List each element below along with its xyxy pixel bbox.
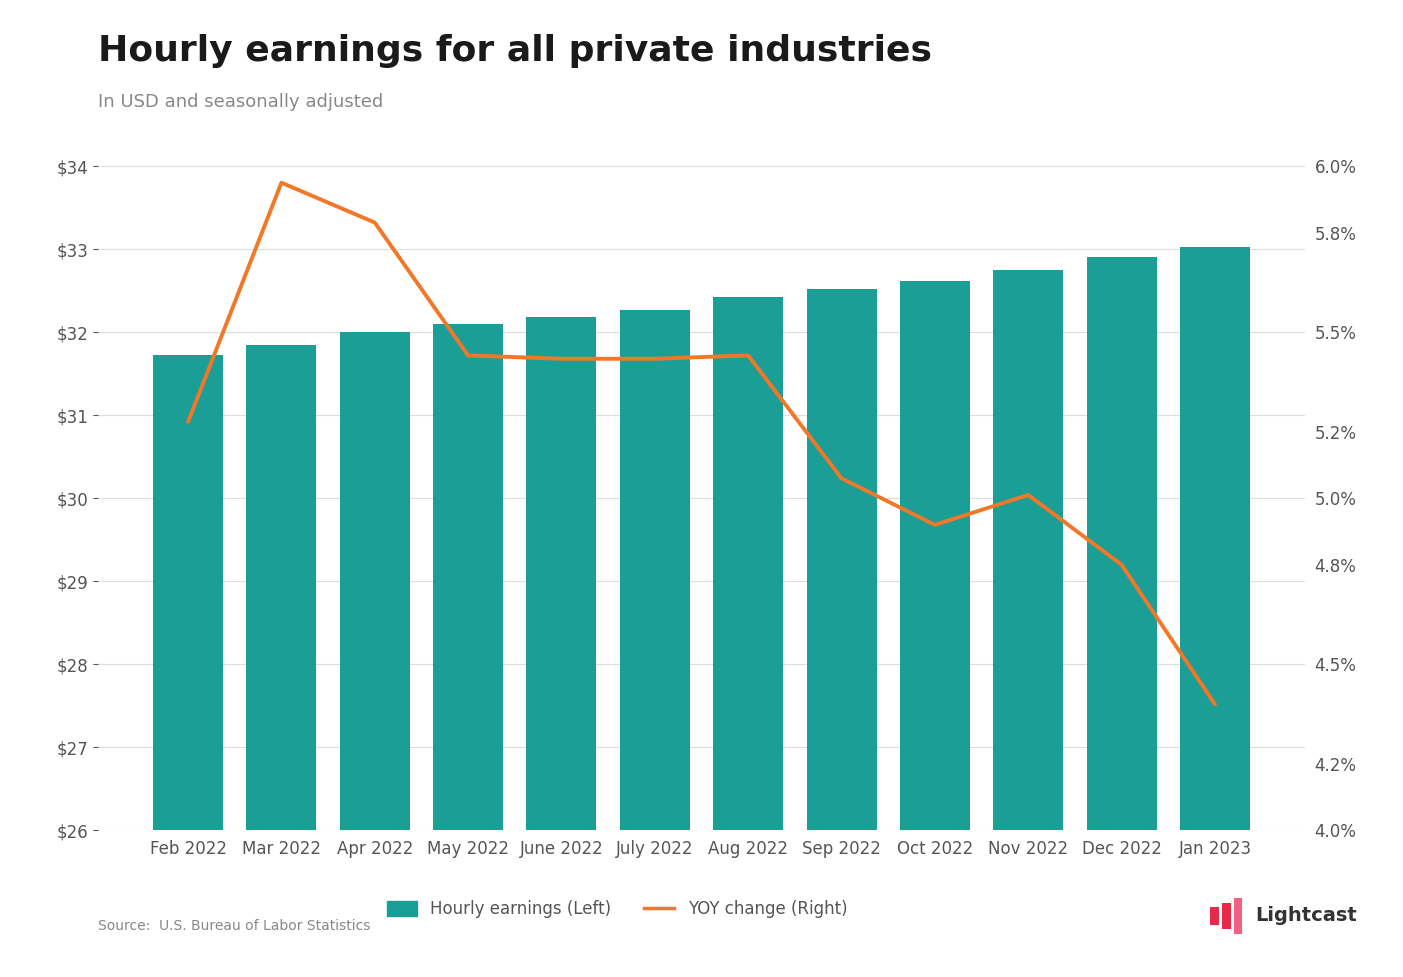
Bar: [807, 289, 877, 977]
Bar: [1180, 246, 1250, 977]
Bar: [526, 318, 596, 977]
Bar: [1086, 258, 1156, 977]
Bar: [1211, 907, 1219, 924]
Bar: [899, 280, 969, 977]
Text: Lightcast: Lightcast: [1256, 907, 1358, 925]
Bar: [1233, 899, 1242, 934]
Text: Hourly earnings for all private industries: Hourly earnings for all private industri…: [98, 34, 932, 68]
Bar: [993, 270, 1063, 977]
Bar: [153, 355, 223, 977]
Text: Source:  U.S. Bureau of Labor Statistics: Source: U.S. Bureau of Labor Statistics: [98, 919, 370, 933]
Bar: [247, 345, 317, 977]
Legend: Hourly earnings (Left), YOY change (Right): Hourly earnings (Left), YOY change (Righ…: [380, 894, 854, 925]
Bar: [434, 323, 504, 977]
Bar: [340, 332, 410, 977]
Text: In USD and seasonally adjusted: In USD and seasonally adjusted: [98, 93, 383, 110]
Bar: [1222, 903, 1230, 929]
Bar: [713, 297, 783, 977]
Bar: [620, 310, 690, 977]
